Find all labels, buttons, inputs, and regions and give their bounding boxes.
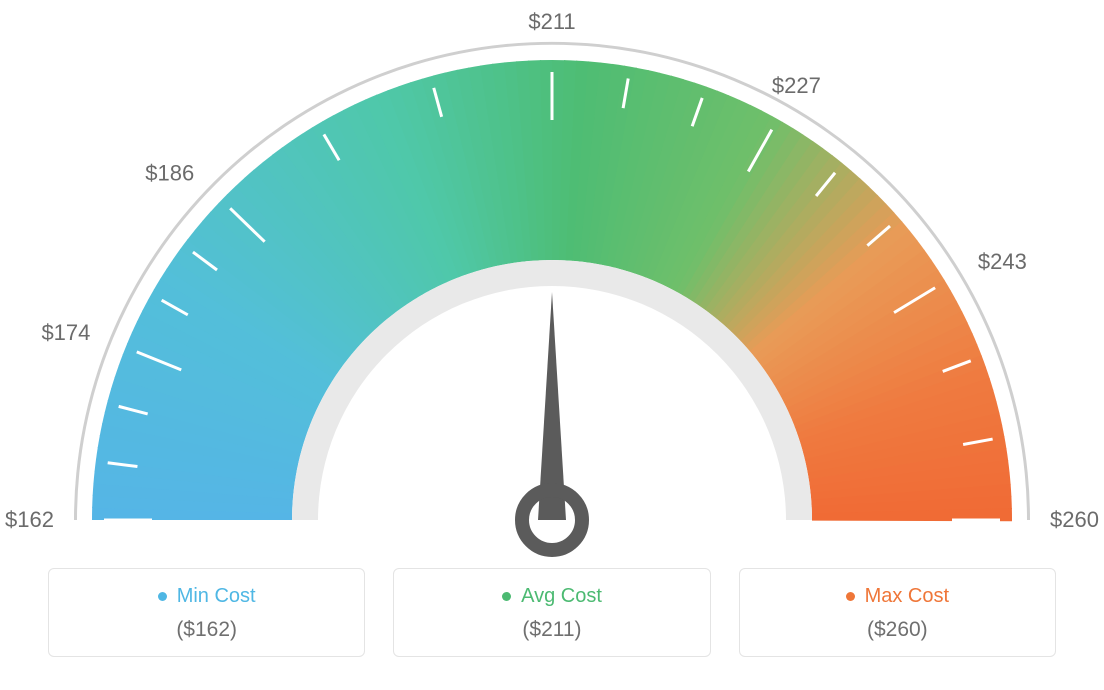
legend-dot-icon (502, 592, 511, 601)
gauge-svg: $162 $174 $186 $211 $227 $243 $260 (0, 0, 1104, 560)
gauge-tick-label: $227 (772, 73, 821, 98)
legend-value: ($162) (59, 618, 354, 642)
legend-card: Avg Cost ($211) (393, 568, 710, 657)
legend-label: Max Cost (846, 585, 949, 608)
legend-label: Min Cost (158, 585, 256, 608)
legend-value: ($260) (750, 618, 1045, 642)
legend-label: Avg Cost (502, 585, 602, 608)
legend-dot-icon (846, 592, 855, 601)
legend-card: Max Cost ($260) (739, 568, 1056, 657)
gauge-tick-label: $174 (41, 320, 90, 345)
gauge-tick-label: $243 (978, 249, 1027, 274)
legend-label-text: Max Cost (865, 585, 949, 608)
legend-row: Min Cost ($162) Avg Cost ($211) Max Cost ($26… (0, 568, 1104, 657)
gauge-tick-label: $162 (5, 507, 54, 532)
legend-value: ($211) (404, 618, 699, 642)
gauge-tick-label: $260 (1050, 507, 1099, 532)
gauge-tick-label: $186 (145, 161, 194, 186)
legend-dot-icon (158, 592, 167, 601)
gauge-tick-label: $211 (528, 9, 575, 34)
legend-label-text: Avg Cost (521, 585, 602, 608)
gauge-chart: $162 $174 $186 $211 $227 $243 $260 (0, 0, 1104, 560)
legend-label-text: Min Cost (177, 585, 256, 608)
legend-card: Min Cost ($162) (48, 568, 365, 657)
